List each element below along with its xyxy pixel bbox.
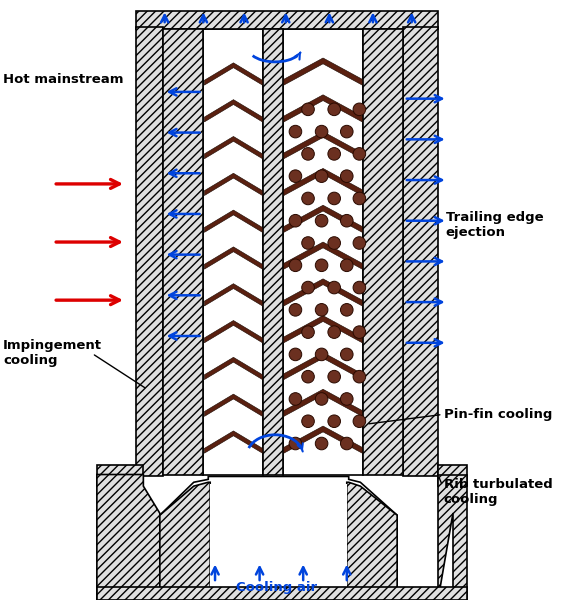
Polygon shape	[204, 210, 262, 232]
Circle shape	[315, 170, 328, 182]
Circle shape	[353, 237, 366, 249]
Circle shape	[289, 304, 302, 316]
Polygon shape	[97, 465, 144, 486]
Polygon shape	[97, 587, 467, 600]
Circle shape	[328, 237, 340, 249]
Circle shape	[302, 326, 315, 339]
Circle shape	[315, 125, 328, 138]
Circle shape	[340, 125, 353, 138]
Circle shape	[315, 259, 328, 271]
Circle shape	[302, 192, 315, 205]
Polygon shape	[210, 484, 347, 600]
Polygon shape	[284, 389, 362, 417]
Circle shape	[353, 148, 366, 160]
Circle shape	[340, 304, 353, 316]
Circle shape	[315, 437, 328, 450]
Circle shape	[353, 326, 366, 339]
Polygon shape	[204, 173, 262, 196]
Circle shape	[315, 304, 328, 316]
Circle shape	[328, 370, 340, 383]
Polygon shape	[204, 99, 262, 122]
Polygon shape	[97, 475, 160, 600]
Polygon shape	[363, 29, 403, 475]
Polygon shape	[284, 279, 362, 306]
Polygon shape	[284, 168, 362, 196]
Circle shape	[340, 348, 353, 361]
Circle shape	[328, 103, 340, 116]
Circle shape	[328, 281, 340, 294]
Circle shape	[328, 415, 340, 428]
Circle shape	[289, 259, 302, 271]
Circle shape	[353, 192, 366, 205]
Text: Impingement
cooling: Impingement cooling	[3, 339, 102, 367]
Polygon shape	[283, 29, 363, 475]
Circle shape	[340, 259, 353, 271]
Circle shape	[302, 148, 315, 160]
Circle shape	[289, 437, 302, 450]
Circle shape	[340, 170, 353, 182]
Polygon shape	[144, 27, 436, 476]
Circle shape	[289, 125, 302, 138]
Polygon shape	[204, 284, 262, 306]
Text: Pin-fin cooling: Pin-fin cooling	[444, 408, 552, 421]
Circle shape	[302, 237, 315, 249]
Polygon shape	[284, 132, 362, 159]
Polygon shape	[284, 353, 362, 379]
Polygon shape	[203, 29, 263, 475]
Polygon shape	[163, 29, 203, 475]
Circle shape	[289, 393, 302, 405]
Polygon shape	[284, 205, 362, 232]
Circle shape	[315, 348, 328, 361]
Polygon shape	[204, 431, 262, 453]
Circle shape	[302, 281, 315, 294]
Text: Rib turbulated
cooling: Rib turbulated cooling	[444, 478, 552, 506]
Circle shape	[289, 215, 302, 227]
Polygon shape	[204, 63, 262, 85]
Circle shape	[289, 348, 302, 361]
Circle shape	[328, 326, 340, 339]
Circle shape	[353, 370, 366, 383]
Circle shape	[302, 370, 315, 383]
Polygon shape	[438, 465, 467, 486]
Polygon shape	[403, 27, 438, 476]
Polygon shape	[284, 95, 362, 122]
Polygon shape	[160, 476, 397, 600]
Polygon shape	[204, 137, 262, 159]
Circle shape	[353, 103, 366, 116]
Text: Cooling air: Cooling air	[235, 581, 317, 594]
Circle shape	[340, 437, 353, 450]
Circle shape	[353, 415, 366, 428]
Polygon shape	[347, 483, 397, 600]
Polygon shape	[263, 29, 283, 475]
Polygon shape	[284, 58, 362, 85]
Circle shape	[315, 393, 328, 405]
Polygon shape	[204, 320, 262, 343]
Circle shape	[340, 215, 353, 227]
Circle shape	[328, 192, 340, 205]
Polygon shape	[160, 483, 210, 600]
Circle shape	[315, 215, 328, 227]
Polygon shape	[204, 247, 262, 269]
Text: Hot mainstream: Hot mainstream	[3, 73, 123, 86]
Circle shape	[302, 103, 315, 116]
Polygon shape	[135, 12, 438, 29]
Polygon shape	[204, 394, 262, 417]
Polygon shape	[135, 27, 163, 476]
Text: Trailing edge
ejection: Trailing edge ejection	[445, 210, 543, 239]
Polygon shape	[284, 426, 362, 453]
Circle shape	[289, 170, 302, 182]
Circle shape	[353, 281, 366, 294]
Polygon shape	[284, 242, 362, 269]
Polygon shape	[438, 475, 467, 600]
Polygon shape	[284, 315, 362, 343]
Circle shape	[340, 393, 353, 405]
Polygon shape	[204, 357, 262, 379]
Circle shape	[328, 148, 340, 160]
Circle shape	[302, 415, 315, 428]
